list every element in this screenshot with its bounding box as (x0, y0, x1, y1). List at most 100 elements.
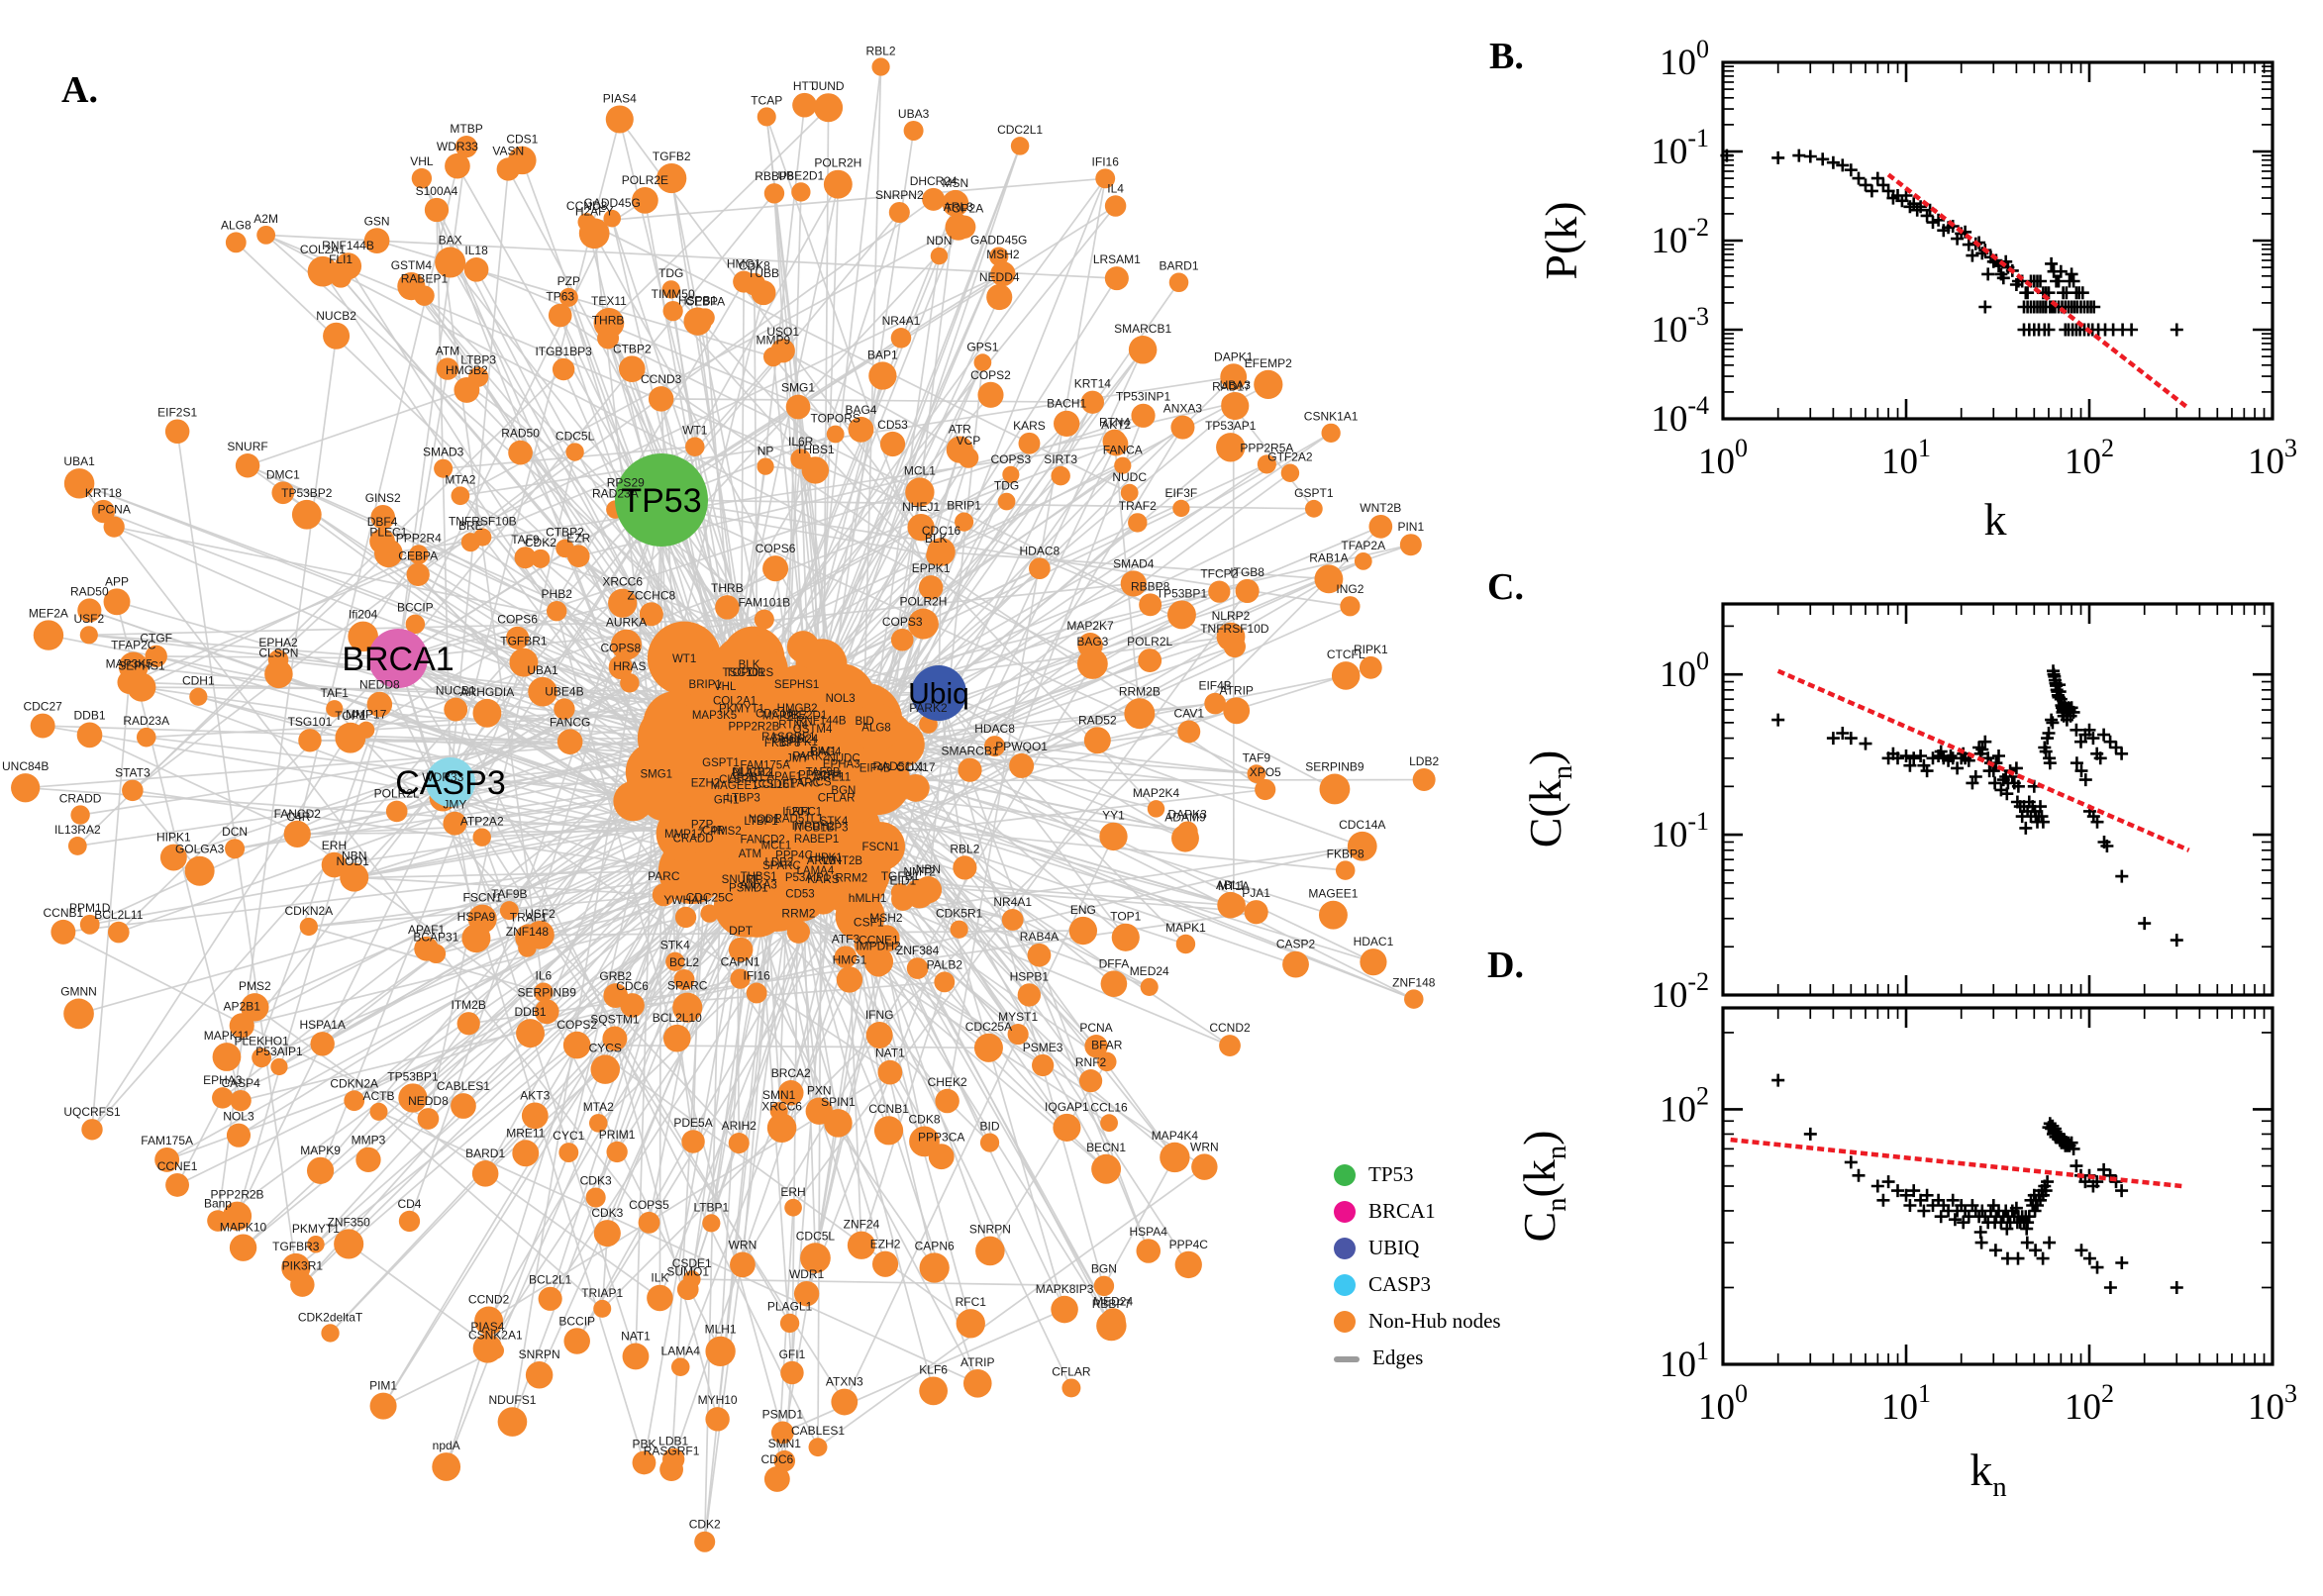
svg-text:HTT: HTT (793, 79, 817, 93)
svg-text:TCAP: TCAP (751, 93, 782, 107)
svg-text:FKBP8: FKBP8 (1327, 847, 1364, 860)
svg-text:CASP4: CASP4 (221, 1076, 260, 1090)
svg-text:ABL1: ABL1 (1216, 878, 1246, 892)
svg-text:CCND2: CCND2 (1209, 1021, 1251, 1035)
svg-text:CDC5L: CDC5L (796, 1229, 836, 1243)
svg-text:BGN: BGN (1091, 1262, 1117, 1276)
svg-text:DHCR24: DHCR24 (910, 174, 958, 188)
svg-text:CDK2deltaT: CDK2deltaT (298, 1310, 363, 1324)
svg-text:ZNF384: ZNF384 (896, 944, 940, 957)
svg-text:WT1: WT1 (682, 423, 708, 437)
edge-swatch-icon (1334, 1355, 1360, 1362)
svg-text:MAP3K5: MAP3K5 (692, 710, 737, 722)
svg-text:MAP2K7: MAP2K7 (1066, 619, 1114, 633)
svg-text:ACTB: ACTB (362, 1089, 394, 1103)
svg-text:COPS2: COPS2 (970, 368, 1011, 382)
svg-text:ZNF148: ZNF148 (1392, 975, 1436, 989)
svg-text:CLSPN: CLSPN (719, 774, 757, 786)
svg-text:C(kn): C(kn) (1520, 750, 1578, 848)
svg-text:ATR: ATR (949, 423, 971, 437)
svg-text:P53AIP1: P53AIP1 (255, 1045, 303, 1058)
svg-text:TNFRSF10B: TNFRSF10B (449, 514, 517, 528)
svg-text:RAB1A: RAB1A (1309, 550, 1348, 564)
legend-item-ubiq: UBIQ (1334, 1230, 1532, 1266)
svg-text:SNURF: SNURF (722, 874, 761, 886)
svg-text:BRIP1: BRIP1 (689, 679, 722, 691)
svg-text:KARS: KARS (807, 872, 840, 886)
svg-text:ENG: ENG (1070, 903, 1096, 917)
svg-text:POLR2H: POLR2H (899, 595, 947, 609)
svg-text:CDC6: CDC6 (761, 1452, 794, 1466)
svg-text:CDK2: CDK2 (525, 536, 556, 549)
svg-text:TOP1: TOP1 (1110, 910, 1141, 924)
svg-text:UBE4B: UBE4B (545, 684, 583, 698)
svg-text:BRIP1: BRIP1 (947, 499, 981, 513)
svg-text:BAG4: BAG4 (845, 403, 876, 417)
chart-c: 100 10-1 10-2 C(kn) (1520, 602, 2274, 1016)
svg-text:TGFBR3: TGFBR3 (272, 1240, 320, 1253)
svg-text:GMNN: GMNN (60, 985, 97, 999)
svg-text:NOD1: NOD1 (336, 854, 369, 868)
svg-text:CRADD: CRADD (673, 833, 714, 845)
legend-item-tp53: TP53 (1334, 1156, 1532, 1193)
svg-text:EIF4B: EIF4B (1198, 679, 1231, 693)
legend-item-edges: Edges (1334, 1340, 1532, 1376)
panel-c-label: C. (1487, 566, 1524, 608)
svg-text:C4R: C4R (702, 826, 725, 838)
svg-text:UBA1: UBA1 (527, 663, 558, 677)
svg-text:PSMD1: PSMD1 (762, 1408, 804, 1422)
svg-text:RAD52: RAD52 (1078, 713, 1117, 727)
svg-text:TEX11: TEX11 (591, 294, 627, 308)
svg-text:FANCG: FANCG (550, 715, 590, 729)
svg-text:CAV1: CAV1 (1174, 706, 1205, 720)
svg-text:SMN1: SMN1 (768, 1437, 802, 1450)
svg-text:UBE2D1: UBE2D1 (783, 710, 828, 722)
svg-text:TDG: TDG (994, 479, 1019, 493)
svg-text:WRN: WRN (1190, 1140, 1219, 1153)
svg-text:EPHA2: EPHA2 (258, 636, 298, 649)
svg-text:PALB2: PALB2 (927, 957, 963, 971)
svg-text:TP53AP1: TP53AP1 (1205, 419, 1257, 433)
svg-text:CDC2L1: CDC2L1 (997, 123, 1043, 137)
svg-text:CSF1: CSF1 (854, 916, 884, 930)
svg-text:CDC25C: CDC25C (686, 891, 734, 905)
svg-text:SNRPN: SNRPN (969, 1223, 1011, 1237)
svg-text:LTBP1: LTBP1 (693, 1200, 729, 1214)
svg-text:MMP17: MMP17 (346, 708, 387, 722)
svg-text:BAX: BAX (439, 234, 462, 248)
svg-text:NOL3: NOL3 (826, 693, 856, 705)
svg-text:PZP: PZP (557, 274, 580, 288)
svg-text:TAF9: TAF9 (511, 533, 540, 547)
panel-d-label: D. (1487, 945, 1524, 986)
svg-text:102: 102 (2065, 1379, 2114, 1428)
svg-text:PMS2: PMS2 (239, 979, 271, 993)
svg-text:MED24: MED24 (1093, 1294, 1133, 1308)
network-graph: RFC1 RRM2 PMS2 MRE11 ATM PPP4C HMGB2 FANCD2 EZH2… (2, 44, 1439, 1552)
svg-text:TOP2A: TOP2A (945, 201, 983, 215)
svg-text:STK4: STK4 (820, 816, 849, 828)
svg-text:SPARC: SPARC (667, 979, 708, 993)
svg-text:AKT2: AKT2 (1101, 418, 1131, 432)
svg-text:MCL1: MCL1 (904, 463, 936, 477)
svg-text:IQGAP1: IQGAP1 (1045, 1100, 1089, 1114)
svg-text:PIM1: PIM1 (369, 1379, 397, 1393)
svg-text:EZH2: EZH2 (691, 778, 720, 790)
svg-text:CCND2: CCND2 (468, 1293, 510, 1307)
svg-text:XRCC6: XRCC6 (761, 1099, 802, 1113)
svg-text:PPP4C: PPP4C (1169, 1238, 1209, 1251)
svg-text:ZNF148: ZNF148 (506, 925, 550, 939)
svg-text:CCL16: CCL16 (1090, 1100, 1128, 1114)
legend-item-non-hub-nodes: Non-Hub nodes (1334, 1303, 1532, 1340)
svg-text:SERPINB9: SERPINB9 (1305, 760, 1364, 774)
svg-text:ALG8: ALG8 (861, 723, 890, 735)
svg-text:TGFB2: TGFB2 (653, 150, 691, 163)
svg-text:CRADD: CRADD (59, 791, 102, 805)
svg-text:PLEC1: PLEC1 (369, 525, 407, 539)
svg-text:k: k (1984, 494, 2007, 545)
svg-text:100: 100 (1660, 647, 1709, 695)
svg-text:JMY: JMY (786, 752, 809, 764)
svg-text:CABLES1: CABLES1 (791, 1424, 845, 1438)
svg-text:ATRIP: ATRIP (960, 1355, 994, 1369)
